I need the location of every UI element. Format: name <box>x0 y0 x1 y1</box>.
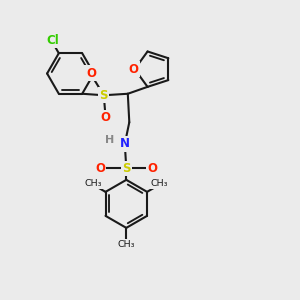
Text: O: O <box>148 162 158 175</box>
Text: CH₃: CH₃ <box>118 240 135 249</box>
Text: O: O <box>86 67 96 80</box>
Text: N: N <box>120 137 130 150</box>
Text: S: S <box>122 162 130 175</box>
Text: Cl: Cl <box>46 34 59 47</box>
Text: S: S <box>100 89 108 102</box>
Text: H: H <box>105 135 114 145</box>
Text: O: O <box>100 111 110 124</box>
Text: CH₃: CH₃ <box>151 179 168 188</box>
Text: O: O <box>95 162 105 175</box>
Text: O: O <box>128 63 138 76</box>
Text: CH₃: CH₃ <box>85 179 102 188</box>
